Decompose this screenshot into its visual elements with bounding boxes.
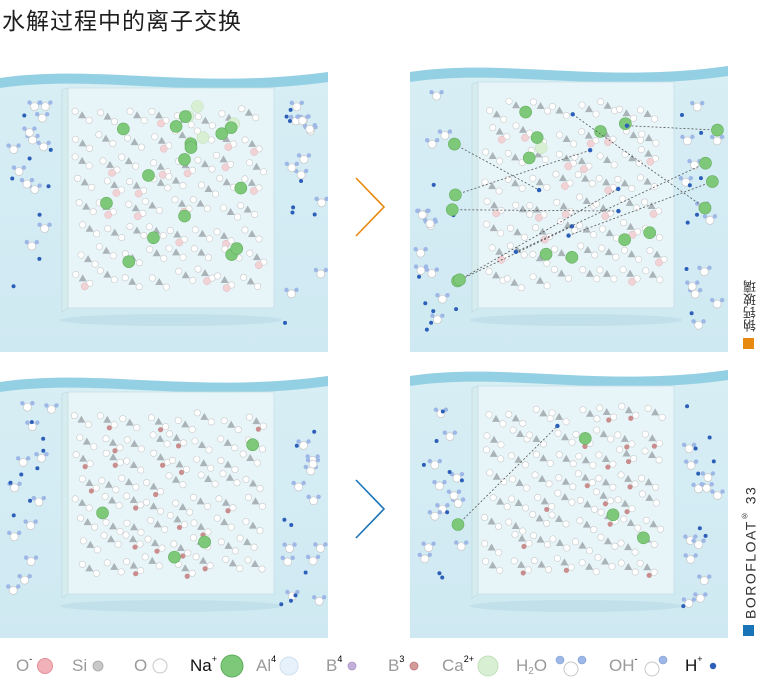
legend-o: O [134,651,170,681]
b3-icon [409,661,419,671]
legend-si: Si [72,651,106,681]
na-icon [220,654,244,678]
label-borofloat: BOROFLOAT® 33 [740,486,759,619]
ca-icon [477,655,499,677]
legend-oh-sup: - [634,654,638,664]
legend-ca: Ca 2+ [442,651,500,681]
legend-b3-label: B [388,656,400,675]
h-plus-icon [709,662,716,670]
legend-h: H + [685,651,720,681]
legend-na-label: Na [190,656,212,675]
o-minus-icon [37,658,54,674]
legend-o-minus-label: O [16,656,30,675]
legend-h2o-sub: 2 [528,665,534,677]
legend-al: Al 4 [256,651,300,681]
legend-ca-sup: 2+ [463,654,474,664]
legend-ca-label: Ca [442,656,464,675]
legend-o-minus-sup: - [29,654,33,664]
legend-h-sup: + [697,654,703,664]
si-icon [92,660,104,672]
water-molecule-icon [555,655,587,677]
page-title: 水解过程中的离子交换 [2,9,242,35]
legend-na: Na + [190,651,245,681]
borofloat-reg: ® [740,509,749,521]
panel-borofloat-before [0,364,328,638]
panel-soda-lime-before [0,60,328,352]
hydroxide-icon [644,655,667,677]
label-soda-lime: 钠钙玻璃 [743,280,758,332]
o-icon [152,658,168,674]
legend-na-sup: + [211,654,217,664]
panel-borofloat-after [410,358,728,638]
legend-o-label: O [134,656,148,675]
legend-h-label: H [685,656,698,675]
borofloat-name: BOROFLOAT [742,520,759,619]
legend-b3-sup: 3 [399,654,405,664]
swatch-borofloat [743,625,754,636]
legend-oh: OH - [609,651,670,681]
legend-h2o-h: H [516,656,529,675]
legend-si-label: Si [72,656,88,675]
borofloat-number: 33 [742,485,759,505]
legend-oh-label: OH [609,656,635,675]
panel-soda-lime-after [410,54,728,352]
legend-al-label: Al [256,656,272,675]
chevron-right-icon [352,176,388,243]
legend-b4-sup: 4 [337,654,343,664]
al-icon [279,656,299,676]
legend-al-sup: 4 [271,654,277,664]
b4-icon [347,661,357,671]
chevron-right-icon [352,478,388,545]
swatch-soda-lime [743,338,754,349]
legend-o-minus: O- [16,651,55,681]
legend-h2o-o: O [533,656,548,675]
legend-b4-label: B [326,656,338,675]
